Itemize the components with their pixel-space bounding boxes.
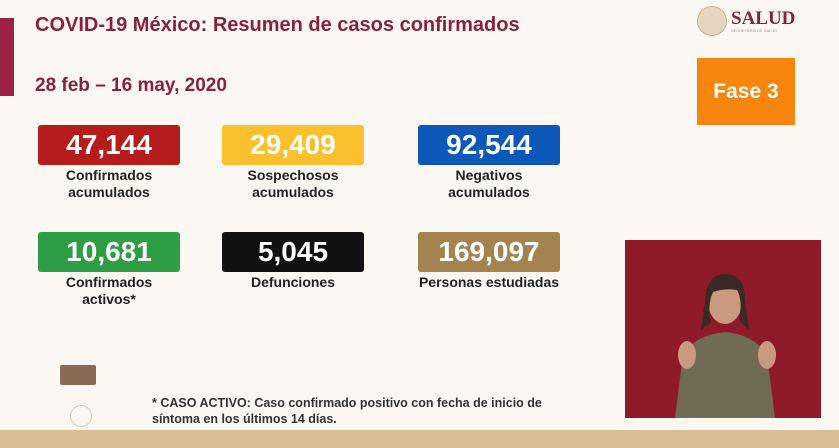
date-range: 28 feb – 16 may, 2020	[35, 75, 227, 96]
stat-value: 47,144	[38, 125, 180, 165]
stat-label: Negativos acumulados	[448, 167, 530, 200]
heroes-emblem	[60, 365, 96, 385]
accent-bar	[0, 18, 14, 96]
stat-value: 29,409	[222, 125, 364, 165]
stat-label: Confirmados acumulados	[65, 167, 153, 200]
page-title: COVID-19 México: Resumen de casos confir…	[35, 14, 520, 36]
stat-card: 47,144 Confirmados acumulados	[38, 125, 180, 201]
stat-card: 5,045 Defunciones	[222, 232, 364, 291]
government-seal-icon	[70, 405, 92, 427]
stat-label: Sospechosos acumulados	[247, 167, 339, 200]
stat-value: 10,681	[38, 232, 180, 272]
stat-value: 169,097	[418, 232, 560, 272]
seal-icon	[697, 6, 727, 36]
phase-badge: Fase 3	[697, 58, 795, 125]
interpreter-figure	[675, 274, 776, 418]
stat-card: 10,681 Confirmados activos*	[38, 232, 180, 308]
footnote: * CASO ACTIVO: Caso confirmado positivo …	[152, 396, 542, 426]
bottom-band	[0, 430, 839, 448]
stat-card: 92,544 Negativos acumulados	[418, 125, 560, 201]
stat-label: Confirmados activos*	[65, 274, 153, 307]
stat-label: Personas estudiadas	[418, 274, 560, 290]
stat-value: 92,544	[418, 125, 560, 165]
stat-value: 5,045	[222, 232, 364, 272]
stat-card: 169,097 Personas estudiadas	[418, 232, 560, 291]
stat-label: Defunciones	[250, 274, 335, 290]
stat-card: 29,409 Sospechosos acumulados	[222, 125, 364, 201]
logo-subtext: SECRETARÍA DE SALUD	[731, 28, 778, 33]
logo-text: SALUD	[731, 8, 796, 29]
sign-language-interpreter-video	[625, 240, 821, 418]
salud-logo: SALUD SECRETARÍA DE SALUD	[697, 6, 795, 36]
